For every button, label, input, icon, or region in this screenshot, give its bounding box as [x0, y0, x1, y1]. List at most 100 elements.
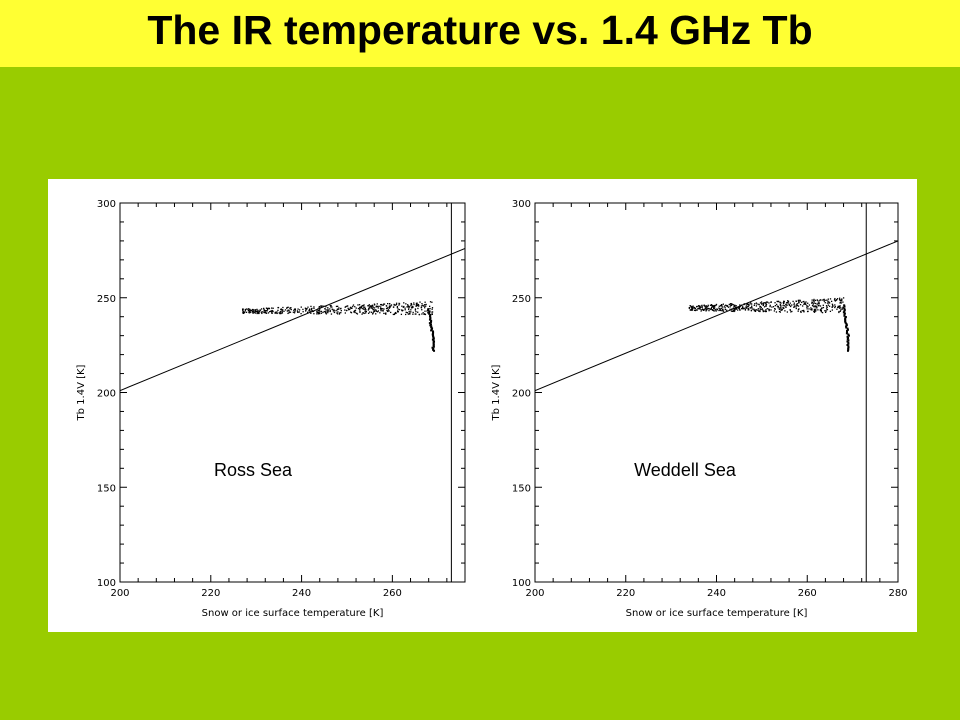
data-point: [847, 348, 850, 351]
data-point: [392, 313, 395, 316]
data-point: [802, 305, 804, 307]
data-point: [370, 311, 373, 313]
data-point: [417, 311, 419, 313]
data-point: [276, 312, 278, 315]
data-point: [305, 309, 307, 311]
data-point: [721, 303, 723, 306]
data-point: [327, 310, 330, 312]
data-point: [354, 309, 357, 311]
data-point: [287, 309, 289, 311]
data-point: [719, 308, 721, 310]
data-point: [721, 305, 723, 307]
data-point: [768, 309, 771, 311]
data-point: [286, 307, 288, 309]
data-point: [780, 305, 782, 307]
data-point: [333, 311, 335, 313]
data-point: [826, 299, 828, 301]
data-point: [423, 313, 425, 315]
data-point: [714, 304, 716, 307]
data-point: [841, 308, 843, 310]
data-point: [713, 307, 716, 309]
data-point: [422, 312, 424, 314]
data-point: [842, 301, 844, 303]
data-point: [785, 303, 787, 306]
data-point: [711, 306, 713, 308]
data-point: [700, 306, 702, 308]
data-point: [825, 305, 828, 307]
data-point: [425, 303, 427, 306]
data-point: [383, 308, 385, 310]
data-point: [817, 304, 820, 307]
data-point: [282, 306, 284, 309]
data-point: [726, 305, 729, 307]
data-point: [308, 308, 311, 310]
data-point: [267, 307, 269, 310]
data-point: [839, 299, 841, 301]
data-point: [430, 319, 433, 322]
data-point: [846, 335, 849, 338]
data-point: [373, 307, 376, 309]
data-point: [810, 308, 812, 311]
data-point: [368, 304, 370, 306]
data-point: [782, 307, 785, 309]
data-point: [265, 309, 267, 312]
data-point: [253, 310, 255, 312]
data-point: [729, 308, 731, 310]
data-point: [287, 306, 289, 308]
data-point: [325, 310, 327, 313]
data-point: [392, 306, 395, 308]
data-point: [737, 309, 739, 311]
data-point: [259, 309, 261, 311]
data-point: [371, 313, 374, 315]
data-point: [778, 310, 781, 313]
data-point: [750, 305, 753, 307]
data-point: [432, 348, 435, 351]
data-point: [403, 302, 405, 304]
x-tick-label: 220: [201, 588, 220, 599]
data-point: [300, 312, 302, 315]
data-point: [297, 311, 299, 313]
reference-line: [120, 248, 465, 392]
data-point: [742, 306, 744, 308]
data-point: [814, 305, 816, 307]
data-point: [811, 301, 813, 304]
data-point: [268, 311, 271, 313]
data-point: [252, 312, 254, 314]
data-point: [310, 309, 313, 311]
data-point: [735, 307, 737, 309]
data-point: [750, 309, 753, 311]
data-point: [432, 332, 435, 335]
data-point: [423, 305, 425, 307]
data-point: [333, 309, 335, 311]
data-point: [278, 312, 280, 314]
data-point: [769, 304, 771, 306]
data-point: [429, 324, 432, 327]
data-point: [844, 319, 847, 322]
data-point: [261, 311, 263, 313]
data-point: [421, 303, 423, 305]
data-point: [773, 310, 776, 312]
data-point: [690, 306, 692, 309]
data-point: [697, 308, 699, 310]
data-point: [380, 310, 382, 312]
data-point: [828, 302, 830, 304]
data-point: [365, 310, 368, 313]
data-point: [839, 306, 841, 308]
data-point: [378, 305, 380, 307]
data-point: [843, 308, 846, 311]
data-point: [837, 305, 839, 308]
data-point: [395, 302, 398, 304]
data-point: [432, 339, 435, 342]
data-point: [304, 310, 307, 312]
data-point: [385, 313, 387, 315]
data-point: [738, 307, 741, 309]
data-point: [813, 308, 816, 311]
data-point: [294, 311, 296, 313]
data-point: [813, 301, 815, 303]
data-point: [839, 301, 842, 303]
data-point: [813, 310, 815, 313]
data-point: [431, 313, 433, 316]
data-point: [796, 304, 799, 307]
data-point: [718, 309, 720, 312]
data-point: [414, 313, 416, 315]
